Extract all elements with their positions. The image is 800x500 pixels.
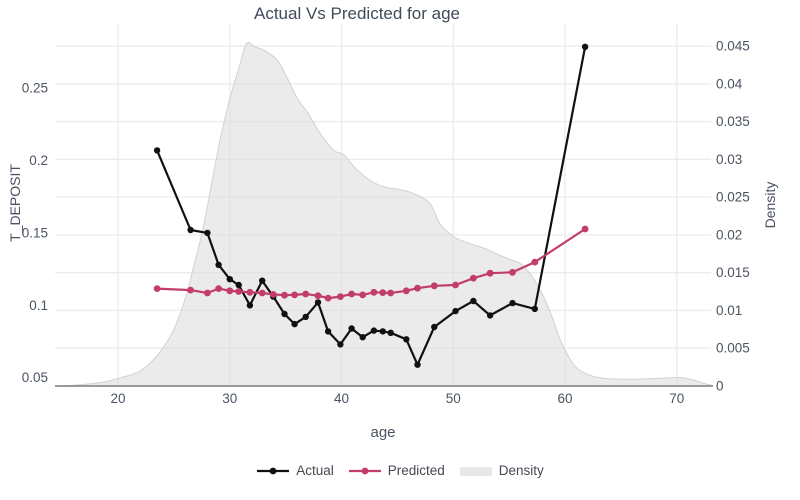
predicted-marker[interactable] <box>337 293 344 300</box>
predicted-marker[interactable] <box>258 289 266 297</box>
actual-marker[interactable] <box>259 277 266 284</box>
actual-marker[interactable] <box>531 305 538 313</box>
y-right-tick-label: 0.025 <box>716 190 750 205</box>
y-axis-title-left: T_DEPOSIT <box>7 164 23 242</box>
actual-marker[interactable] <box>403 336 410 343</box>
actual-marker[interactable] <box>431 323 438 331</box>
y-left-tick-label: 0.05 <box>22 370 48 385</box>
y-axis-title-right: Density <box>762 181 778 229</box>
x-axis-title: age <box>370 424 396 441</box>
predicted-marker[interactable] <box>430 282 438 290</box>
predicted-line-sample-icon <box>348 467 381 474</box>
legend-item-actual[interactable]: Actual <box>256 463 334 478</box>
legend-item-density[interactable]: Density <box>459 463 544 478</box>
actual-marker[interactable] <box>235 281 242 289</box>
predicted-marker[interactable] <box>302 290 310 298</box>
predicted-marker[interactable] <box>324 294 332 302</box>
y-right-tick-label: 0.03 <box>716 152 742 167</box>
actual-marker[interactable] <box>153 147 161 154</box>
y-right-tick-label: 0.015 <box>716 265 750 280</box>
predicted-marker[interactable] <box>348 290 355 298</box>
legend-label-density: Density <box>498 463 544 478</box>
y-left-tick-label: 0.25 <box>22 81 48 96</box>
actual-marker[interactable] <box>379 328 386 335</box>
predicted-marker[interactable] <box>509 268 516 276</box>
actual-marker[interactable] <box>359 334 366 341</box>
actual-marker[interactable] <box>452 307 459 315</box>
actual-marker[interactable] <box>348 325 355 332</box>
legend-label-actual: Actual <box>296 463 334 478</box>
actual-marker[interactable] <box>337 341 344 348</box>
predicted-marker[interactable] <box>379 289 387 296</box>
predicted-marker[interactable] <box>226 287 234 295</box>
predicted-marker[interactable] <box>387 289 395 297</box>
predicted-marker[interactable] <box>402 287 410 295</box>
predicted-marker[interactable] <box>153 285 161 292</box>
predicted-marker[interactable] <box>187 286 195 294</box>
predicted-marker[interactable] <box>414 284 421 292</box>
actual-marker[interactable] <box>302 313 309 321</box>
y-right-tick-label: 0.04 <box>716 76 743 91</box>
y-right-tick-label: 0.045 <box>716 39 750 54</box>
x-tick-label: 50 <box>446 391 461 406</box>
chart-title: Actual Vs Predicted for age <box>253 4 460 23</box>
actual-marker[interactable] <box>324 328 332 335</box>
actual-marker[interactable] <box>314 299 322 306</box>
actual-marker[interactable] <box>187 226 194 234</box>
actual-marker[interactable] <box>215 261 222 268</box>
predicted-marker[interactable] <box>486 269 494 277</box>
actual-line-sample-icon <box>257 467 290 474</box>
predicted-marker[interactable] <box>281 291 288 299</box>
actual-marker[interactable] <box>281 310 288 318</box>
actual-marker[interactable] <box>246 302 254 309</box>
y-right-tick-label: 0.005 <box>716 341 750 356</box>
y-right-tick-label: 0.035 <box>716 114 750 129</box>
y-left-tick-label: 0.2 <box>29 153 48 168</box>
actual-marker[interactable] <box>291 320 298 328</box>
y-right-tick-label: 0 <box>716 379 724 394</box>
x-tick-label: 20 <box>110 391 125 406</box>
predicted-marker[interactable] <box>204 289 211 297</box>
predicted-marker[interactable] <box>269 291 277 298</box>
legend-item-predicted[interactable]: Predicted <box>348 463 445 478</box>
legend-label-predicted: Predicted <box>387 463 445 478</box>
predicted-marker[interactable] <box>359 291 367 299</box>
predicted-marker[interactable] <box>235 288 243 295</box>
x-tick-label: 60 <box>557 391 572 406</box>
y-left-tick-label: 0.1 <box>29 298 48 313</box>
predicted-marker[interactable] <box>370 288 378 296</box>
density-swatch-icon <box>459 466 492 476</box>
predicted-marker[interactable] <box>470 274 477 282</box>
predicted-marker[interactable] <box>291 291 298 299</box>
y-right-tick-label: 0.01 <box>716 303 742 318</box>
actual-marker[interactable] <box>226 276 233 283</box>
y-left-tick-label: 0.15 <box>22 225 48 240</box>
y-right-tick-label: 0.02 <box>716 227 742 242</box>
actual-marker[interactable] <box>204 229 211 237</box>
legend: Actual Predicted Density <box>0 463 800 478</box>
actual-marker[interactable] <box>414 361 421 368</box>
density-area <box>55 42 712 387</box>
predicted-marker[interactable] <box>215 285 223 292</box>
actual-marker[interactable] <box>509 299 516 307</box>
predicted-marker[interactable] <box>314 292 322 300</box>
x-tick-label: 30 <box>222 391 237 406</box>
predicted-marker[interactable] <box>246 288 254 296</box>
actual-marker[interactable] <box>387 329 394 336</box>
actual-marker[interactable] <box>370 327 378 334</box>
actual-marker[interactable] <box>470 297 477 305</box>
x-tick-label: 70 <box>669 391 684 406</box>
predicted-marker[interactable] <box>531 258 539 266</box>
actual-marker[interactable] <box>581 43 589 50</box>
actual-marker[interactable] <box>486 312 494 319</box>
predicted-marker[interactable] <box>581 225 589 233</box>
x-tick-label: 40 <box>334 391 349 406</box>
predicted-marker[interactable] <box>452 281 459 289</box>
